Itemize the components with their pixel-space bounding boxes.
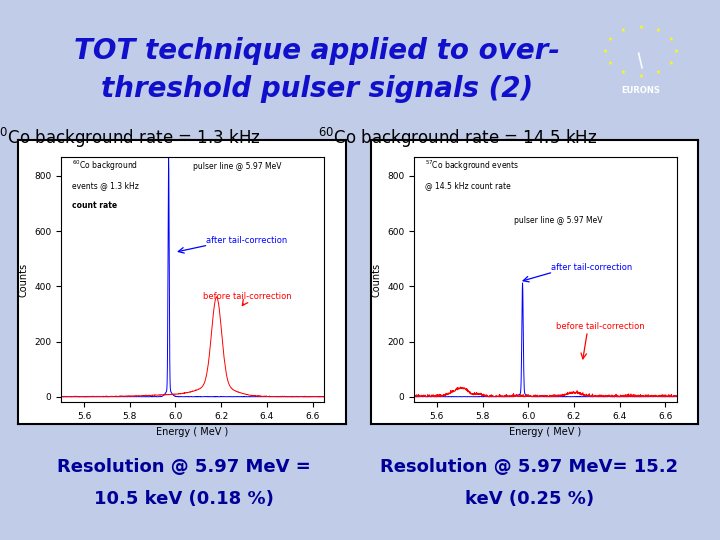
Text: ★: ★: [674, 49, 678, 55]
Text: threshold pulser signals (2): threshold pulser signals (2): [101, 75, 533, 103]
Text: TOT technique applied to over-: TOT technique applied to over-: [74, 37, 559, 65]
Text: count rate: count rate: [72, 201, 117, 210]
Text: pulser line @ 5.97 MeV: pulser line @ 5.97 MeV: [514, 216, 603, 225]
Text: /: /: [633, 51, 649, 70]
Text: before tail-correction: before tail-correction: [556, 322, 644, 330]
Text: after tail-correction: after tail-correction: [206, 235, 287, 245]
X-axis label: Energy ( MeV ): Energy ( MeV ): [156, 427, 229, 436]
Text: Resolution @ 5.97 MeV =: Resolution @ 5.97 MeV =: [57, 458, 310, 476]
Text: pulser line @ 5.97 MeV: pulser line @ 5.97 MeV: [193, 162, 281, 171]
X-axis label: Energy ( MeV ): Energy ( MeV ): [509, 427, 582, 436]
Text: 10.5 keV (0.18 %): 10.5 keV (0.18 %): [94, 490, 274, 509]
Text: ★: ★: [656, 70, 661, 75]
Text: keV (0.25 %): keV (0.25 %): [464, 490, 594, 509]
Text: ★: ★: [639, 25, 643, 30]
Text: before tail-correction: before tail-correction: [203, 292, 292, 301]
Text: ★: ★: [603, 49, 608, 55]
Text: $^{60}$Co background rate = 14.5 kHz: $^{60}$Co background rate = 14.5 kHz: [318, 126, 597, 150]
Y-axis label: Counts: Counts: [372, 262, 382, 296]
Y-axis label: Counts: Counts: [19, 262, 29, 296]
Text: EURONS: EURONS: [621, 86, 660, 95]
Text: ★: ★: [669, 62, 674, 66]
Text: $^{60}$Co background rate = 1.3 kHz: $^{60}$Co background rate = 1.3 kHz: [0, 126, 261, 150]
Text: after tail-correction: after tail-correction: [551, 262, 632, 272]
Text: ★: ★: [669, 37, 674, 42]
Text: ★: ★: [608, 37, 613, 42]
Text: events @ 1.3 kHz: events @ 1.3 kHz: [72, 181, 138, 191]
Text: $^{60}$Co background: $^{60}$Co background: [72, 158, 138, 173]
Text: @ 14.5 kHz count rate: @ 14.5 kHz count rate: [425, 181, 510, 191]
Text: Resolution @ 5.97 MeV= 15.2: Resolution @ 5.97 MeV= 15.2: [380, 458, 678, 476]
Text: ★: ★: [639, 73, 643, 78]
Text: ★: ★: [656, 29, 661, 33]
Text: ★: ★: [621, 70, 626, 75]
Text: $^{57}$Co background events: $^{57}$Co background events: [425, 158, 518, 173]
Text: ★: ★: [608, 62, 613, 66]
Text: ★: ★: [621, 29, 626, 33]
